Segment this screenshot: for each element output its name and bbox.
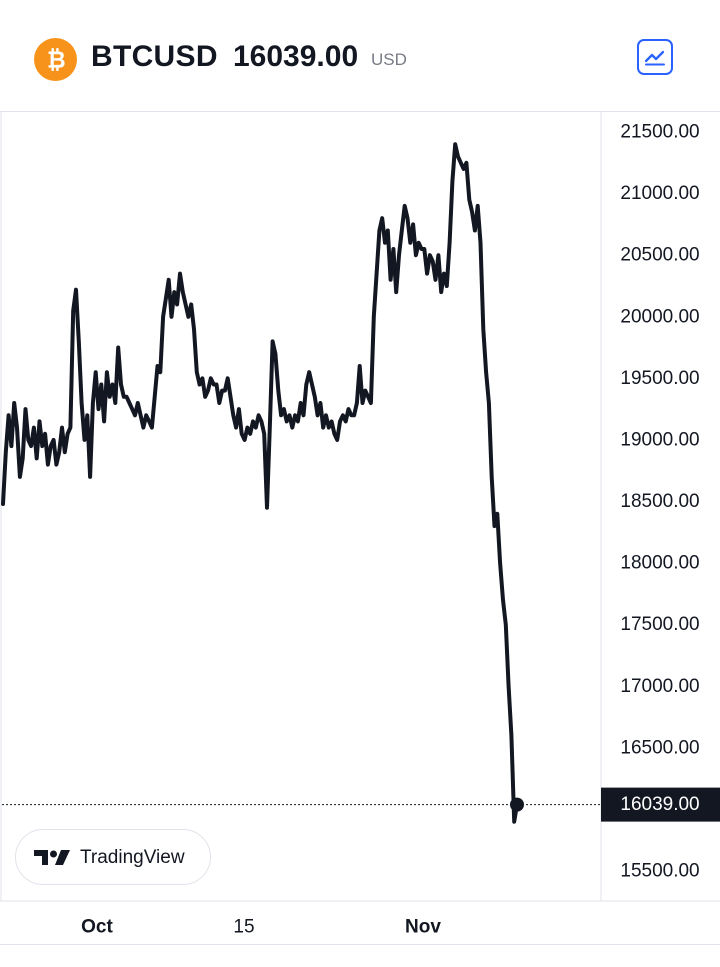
price-chart[interactable]: 21500.00 21000.00 20500.00 20000.00 19500.00… [0, 112, 720, 966]
y-tick-label: 17500.00 [620, 614, 699, 635]
line-chart-toggle-button[interactable] [637, 39, 673, 75]
current-price: 16039.00 [233, 40, 359, 73]
tradingview-logo-icon [34, 848, 70, 873]
y-tick-label: 19500.00 [620, 368, 699, 389]
symbol-ticker: BTCUSD [91, 40, 218, 73]
price-chart-area[interactable]: 21500.00 21000.00 20500.00 20000.00 19500.00… [0, 112, 720, 966]
y-tick-label: 16500.00 [620, 737, 699, 758]
y-tick-label: 18500.00 [620, 491, 699, 512]
y-tick-label: 20000.00 [620, 306, 699, 327]
y-tick-label: 18000.00 [620, 553, 699, 574]
currency-label: USD [371, 50, 407, 69]
x-tick-label: Nov [405, 917, 441, 938]
y-tick-label: 15500.00 [620, 861, 699, 882]
last-price-label: 16039.00 [620, 794, 699, 815]
x-tick-label: 15 [233, 917, 254, 938]
x-tick-label: Oct [81, 917, 113, 938]
tradingview-label: TradingView [80, 847, 185, 868]
symbol-header: BTCUSD 16039.00 USD [0, 0, 720, 112]
last-price-label-bg [601, 787, 720, 822]
price-axis: 21500.00 21000.00 20500.00 20000.00 19500.00… [620, 122, 699, 882]
y-tick-label: 17000.00 [620, 676, 699, 697]
line-chart-icon [644, 50, 665, 66]
y-tick-label: 21000.00 [620, 183, 699, 204]
bottom-strip [0, 944, 720, 967]
y-tick-label: 19000.00 [620, 429, 699, 450]
last-price-marker [510, 797, 524, 812]
price-series-line [1, 142, 519, 824]
bitcoin-icon [34, 38, 77, 81]
y-tick-label: 21500.00 [620, 122, 699, 143]
tradingview-attribution[interactable]: TradingView [15, 829, 211, 885]
y-tick-label: 20500.00 [620, 245, 699, 266]
time-axis: Oct 15 Nov [81, 917, 441, 938]
